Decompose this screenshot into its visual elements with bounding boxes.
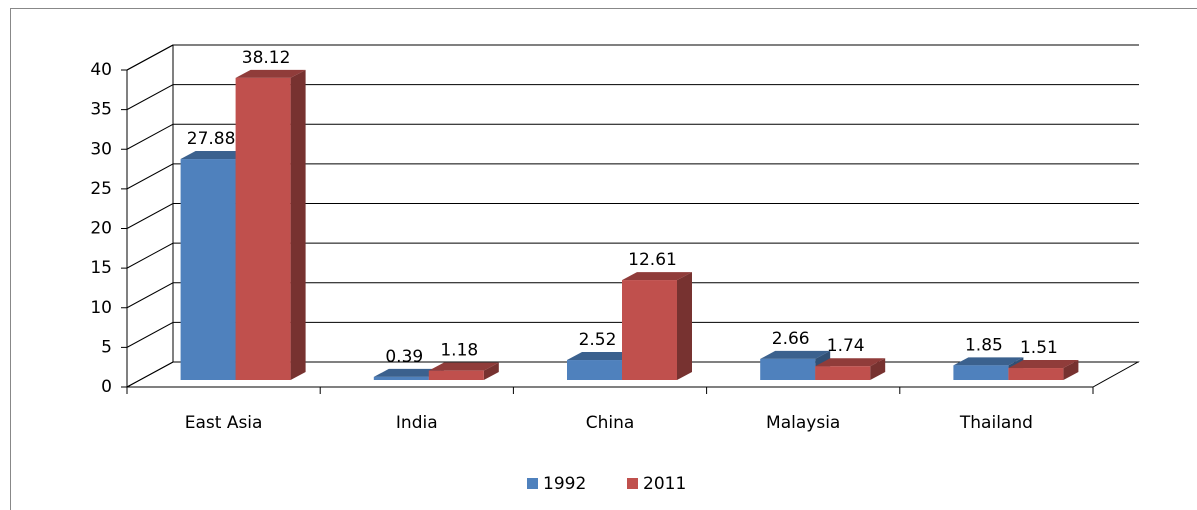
bar-top [567, 352, 637, 361]
bar-front [373, 376, 429, 380]
value-label: 1.51 [1020, 338, 1058, 358]
x-tick-label: East Asia [185, 413, 263, 433]
x-tick-label: China [586, 413, 635, 433]
bar-top [953, 357, 1024, 366]
value-label: 27.88 [187, 129, 236, 149]
bar-front [1008, 368, 1064, 380]
bar-top [428, 362, 499, 371]
y-tick-label: 5 [101, 337, 112, 357]
value-label: 1.18 [440, 341, 478, 361]
value-label: 2.66 [772, 329, 810, 349]
x-tick-label: Malaysia [766, 413, 840, 433]
legend-swatch [627, 478, 638, 489]
bar-side [1063, 360, 1079, 380]
bar-front [622, 280, 677, 380]
value-label: 1.74 [827, 336, 865, 356]
legend-label: 2011 [643, 474, 686, 494]
bar-front [567, 360, 622, 380]
bar [622, 272, 692, 380]
bar-side [290, 69, 306, 381]
bar-side [483, 362, 499, 380]
bar [428, 362, 499, 380]
bar-top [373, 368, 444, 377]
value-label: 1.85 [965, 335, 1003, 355]
bar-top [760, 350, 831, 359]
y-tick-label: 25 [90, 179, 112, 199]
bar [235, 69, 306, 381]
grid-line [126, 242, 1139, 269]
y-tick-label: 40 [90, 60, 112, 80]
bar-top [1008, 360, 1079, 369]
y-tick-label: 20 [90, 219, 112, 239]
x-tick-label: India [396, 413, 438, 433]
grid-line [126, 282, 1139, 309]
bar-front [953, 365, 1009, 380]
grid-line [126, 321, 1139, 348]
bar-front [428, 370, 484, 380]
value-label: 2.52 [579, 330, 617, 350]
y-tick-label: 10 [90, 298, 112, 318]
value-label: 38.12 [242, 48, 291, 68]
grid-line [126, 123, 1139, 150]
bar [1008, 360, 1079, 380]
bar-top [815, 358, 886, 367]
grid-line [126, 44, 1139, 71]
y-tick-label: 0 [101, 377, 112, 397]
bar-front [760, 358, 816, 380]
value-label: 0.39 [385, 347, 423, 367]
x-tick-label: Thailand [959, 413, 1033, 433]
bar-front [180, 159, 236, 380]
y-tick-label: 30 [90, 139, 112, 159]
bar-front [815, 366, 871, 380]
grid-line [126, 163, 1139, 190]
grid-line [126, 203, 1139, 229]
bar-top [235, 69, 306, 78]
grid-line [126, 84, 1139, 111]
y-tick-label: 35 [90, 100, 112, 120]
value-label: 12.61 [628, 250, 677, 270]
bar-side [870, 358, 886, 380]
bar [815, 358, 886, 380]
legend-swatch [527, 478, 538, 489]
legend-label: 1992 [543, 474, 586, 494]
bar-top [180, 151, 251, 160]
bar-side [677, 272, 692, 380]
bar-top [622, 272, 692, 281]
bar-front [235, 77, 291, 381]
y-tick-label: 15 [90, 258, 112, 278]
